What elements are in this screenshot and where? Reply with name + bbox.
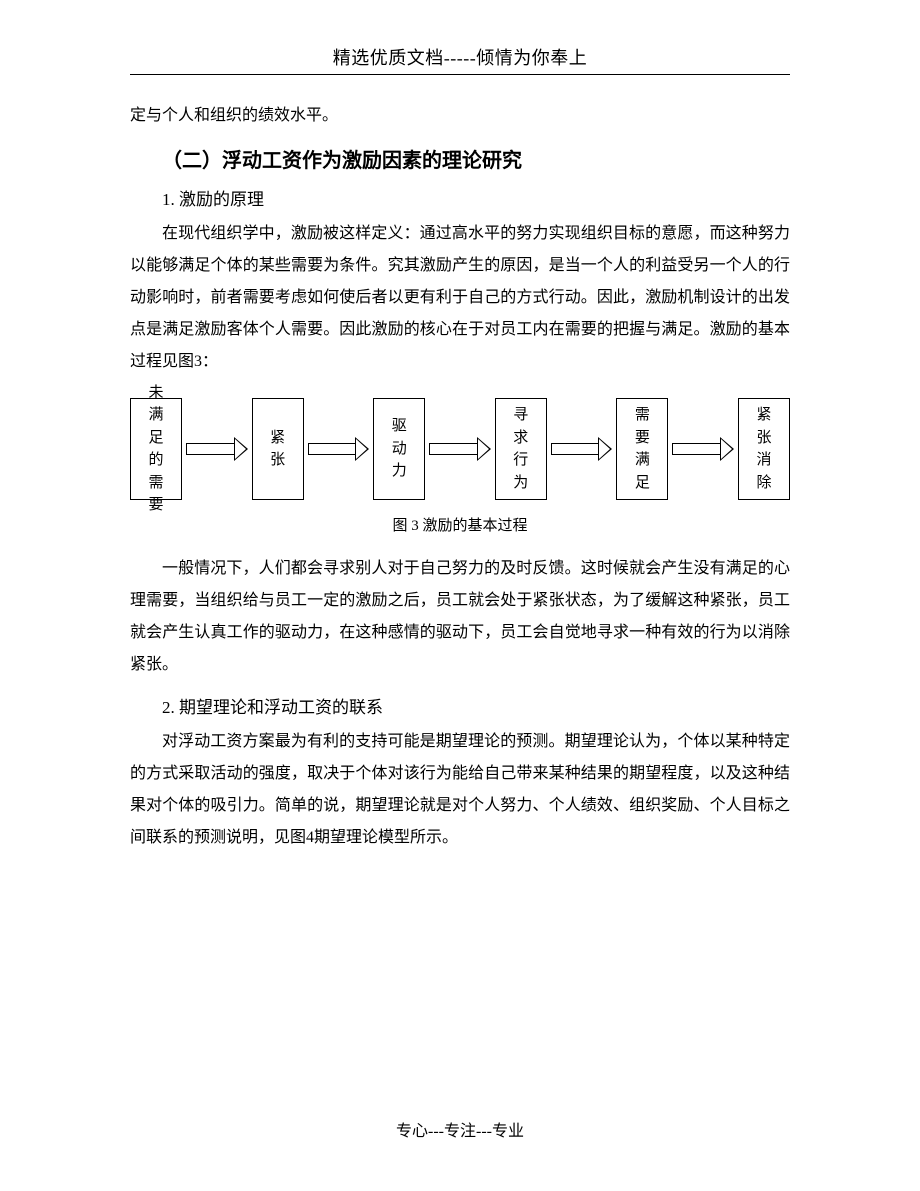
flow-node-need-satisfied: 需要满足 <box>616 398 668 500</box>
flow-node-tension: 紧张 <box>252 398 304 500</box>
figure-3-caption: 图 3 激励的基本过程 <box>130 514 790 535</box>
paragraph-2: 一般情况下，人们都会寻求别人对于自己努力的及时反馈。这时候就会产生没有满足的心理… <box>130 553 790 681</box>
flow-arrow <box>429 440 491 458</box>
flow-node-unmet-need: 未满足的需要 <box>130 398 182 500</box>
heading-level-2: （二）浮动工资作为激励因素的理论研究 <box>162 144 790 173</box>
heading-level-3-1: 1. 激励的原理 <box>162 185 790 210</box>
flow-node-seek-behavior: 寻求行为 <box>495 398 547 500</box>
flow-arrow <box>186 440 248 458</box>
flow-node-drive: 驱动力 <box>373 398 425 500</box>
page-header: 精选优质文档-----倾情为你奉上 <box>0 44 920 70</box>
page-body: 定与个人和组织的绩效水平。 （二）浮动工资作为激励因素的理论研究 1. 激励的原… <box>130 100 790 854</box>
continuation-line: 定与个人和组织的绩效水平。 <box>130 100 790 132</box>
flow-node-tension-relief: 紧张消除 <box>738 398 790 500</box>
flow-arrow <box>672 440 734 458</box>
paragraph-1: 在现代组织学中，激励被这样定义：通过高水平的努力实现组织目标的意愿，而这种努力以… <box>130 218 790 378</box>
figure-3-flowchart: 未满足的需要 紧张 驱动力 寻求行为 需要满足 紧张消除 <box>130 398 790 500</box>
header-text: 精选优质文档-----倾情为你奉上 <box>333 48 587 68</box>
footer-text: 专心---专注---专业 <box>396 1123 524 1140</box>
flow-arrow <box>308 440 370 458</box>
paragraph-3: 对浮动工资方案最为有利的支持可能是期望理论的预测。期望理论认为，个体以某种特定的… <box>130 726 790 854</box>
heading-level-3-2: 2. 期望理论和浮动工资的联系 <box>162 693 790 718</box>
header-rule <box>130 74 790 75</box>
page-footer: 专心---专注---专业 <box>0 1117 920 1141</box>
flow-arrow <box>551 440 613 458</box>
